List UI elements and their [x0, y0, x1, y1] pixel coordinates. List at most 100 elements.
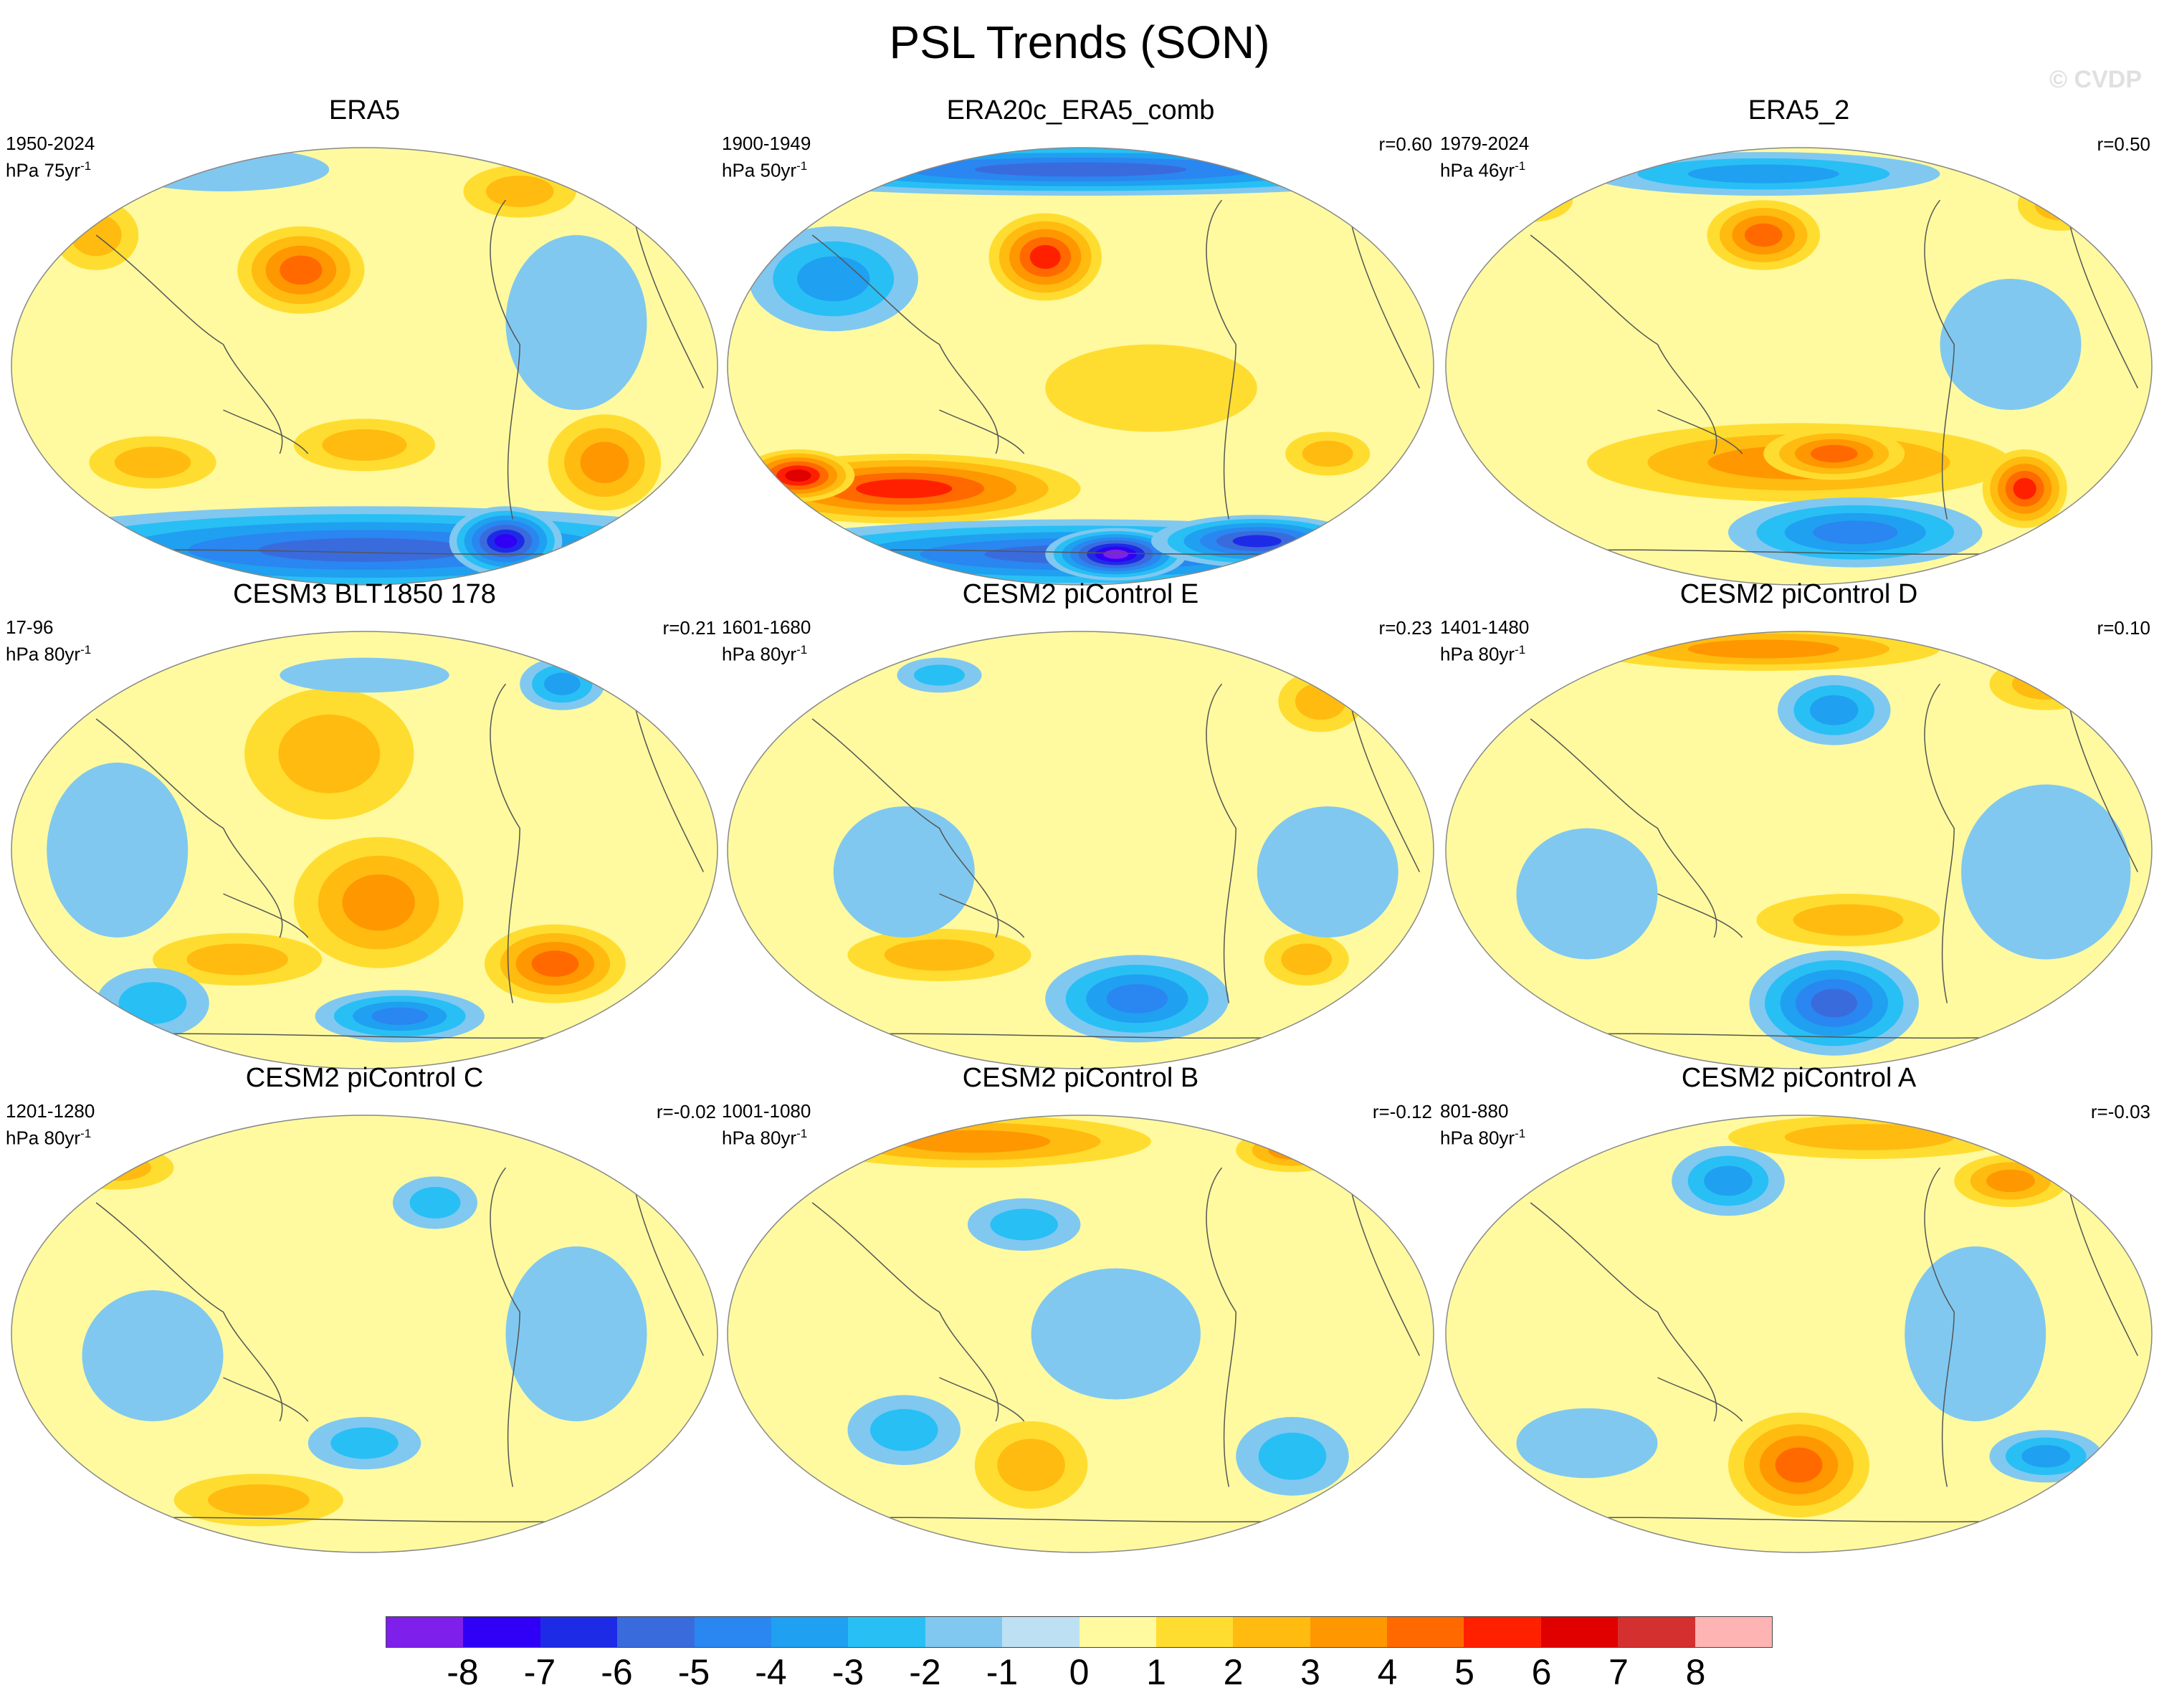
colorbar-tick-label: -3 — [831, 1652, 864, 1692]
trend-contour — [869, 1408, 938, 1451]
trend-contour — [2011, 668, 2080, 700]
trend-contour — [1268, 1140, 1317, 1160]
panel-period-info: 1900-1949 hPa 50yr-1 — [722, 132, 811, 182]
colorbar-cell — [1540, 1617, 1619, 1647]
period-years: 1401-1480 — [1440, 616, 1530, 638]
colorbar-cell — [1155, 1617, 1234, 1647]
panel-title: CESM2 piControl A — [1681, 1063, 1917, 1093]
trend-contour — [974, 162, 1187, 177]
trend-region — [2017, 178, 2103, 231]
world-map — [1445, 147, 2153, 586]
trend-region — [1031, 1268, 1201, 1400]
colorbar-cell — [694, 1617, 771, 1647]
watermark-text: © CVDP — [2049, 66, 2142, 93]
trend-contour — [322, 429, 407, 461]
coastlines — [763, 1167, 1420, 1523]
pattern-correlation: r=0.50 — [2097, 133, 2150, 155]
colorbar-cell — [1002, 1617, 1080, 1647]
panel-title: CESM2 piControl B — [962, 1063, 1199, 1093]
trend-units: hPa 80yr-1 — [722, 1127, 808, 1149]
pattern-correlation: r=0.60 — [1378, 133, 1432, 155]
trend-contour — [1232, 535, 1282, 548]
trend-contour — [1811, 988, 1857, 1018]
coastlines — [1481, 1167, 2138, 1523]
trend-contour — [330, 1427, 399, 1459]
world-map — [1445, 1115, 2153, 1553]
trend-units: hPa 46yr-1 — [1440, 159, 1526, 181]
map-outline — [11, 1115, 718, 1553]
trend-contour — [1505, 186, 1556, 214]
world-map — [11, 1115, 718, 1553]
colorbar-cell — [540, 1617, 618, 1647]
coastlines — [763, 199, 1420, 555]
colorbar-cell — [1310, 1617, 1388, 1647]
coastlines — [47, 199, 704, 555]
panel-title: ERA20c_ERA5_comb — [946, 95, 1215, 125]
colorbar-cell — [386, 1617, 464, 1647]
trend-contour — [409, 1187, 461, 1218]
coastlines — [1481, 199, 2138, 555]
trend-units: hPa 80yr-1 — [6, 1127, 92, 1149]
trend-contour — [785, 469, 811, 482]
colorbar-tick-label: 4 — [1377, 1652, 1398, 1692]
figure-title: PSL Trends (SON) — [889, 16, 1270, 68]
trend-region — [505, 235, 647, 410]
pattern-correlation: r=0.10 — [2097, 617, 2150, 639]
colorbar-tick-label: 7 — [1608, 1652, 1629, 1692]
trend-region — [280, 657, 449, 693]
pattern-correlation: r=0.21 — [662, 617, 716, 639]
trend-contour — [2034, 189, 2086, 221]
colorbar-cell — [1079, 1617, 1156, 1647]
colorbar-tick-label: 8 — [1685, 1652, 1706, 1692]
trend-contour — [186, 943, 289, 975]
trend-contour — [1281, 943, 1333, 975]
coastlines — [47, 1167, 704, 1523]
coastlines — [1481, 683, 2138, 1039]
trend-region — [82, 1290, 224, 1421]
trend-units: hPa 80yr-1 — [1440, 643, 1526, 665]
trend-contour — [1704, 1165, 1753, 1196]
pattern-correlation: r=0.23 — [1378, 617, 1432, 639]
trend-contour — [1252, 1135, 1333, 1166]
trend-region — [1989, 657, 2103, 710]
trend-contour — [494, 534, 518, 548]
colorbar-tick-label: 0 — [1069, 1652, 1090, 1692]
colorbar-cell — [771, 1617, 849, 1647]
coastlines — [763, 683, 1420, 1039]
trend-contour — [997, 1439, 1065, 1492]
map-outline — [1445, 147, 2153, 586]
trend-region — [1488, 178, 1573, 222]
trend-contour — [1809, 695, 1859, 725]
world-map — [1445, 631, 2153, 1069]
trend-contour — [258, 538, 471, 562]
panel-period-info: 1601-1680 hPa 80yr-1 — [722, 616, 811, 666]
trend-contour — [1106, 984, 1168, 1013]
colorbar-cell — [1695, 1617, 1773, 1647]
period-years: 17-96 — [6, 616, 54, 638]
trend-contour — [114, 447, 191, 479]
trend-contour — [1775, 1447, 1823, 1483]
world-map — [11, 147, 718, 586]
trend-contour — [207, 1484, 310, 1516]
trend-region — [1940, 279, 2082, 410]
panel-period-info: 17-96 hPa 80yr-1 — [6, 616, 91, 666]
world-map — [727, 1115, 1434, 1553]
trend-contour — [1295, 682, 1346, 720]
trend-region — [833, 806, 975, 938]
trend-region — [117, 148, 330, 191]
map-panel: CESM2 piControl A 801-880 hPa 80yr-1 r=-0.0… — [1439, 1061, 2159, 1584]
trend-contour — [1103, 549, 1129, 559]
trend-contour — [342, 874, 415, 931]
panel-period-info: 801-880 hPa 80yr-1 — [1440, 1099, 1525, 1150]
panel-title: CESM2 piControl C — [245, 1063, 484, 1093]
colorbar-cell — [925, 1617, 1003, 1647]
panel-period-info: 1401-1480 hPa 80yr-1 — [1440, 616, 1529, 666]
map-panel: CESM3 BLT1850 178 17-96 hPa 80yr-1 r=0.21 — [4, 577, 725, 1100]
trend-contour — [1258, 1432, 1327, 1480]
trend-contour — [1986, 1169, 2035, 1193]
colorbar-tick-label: 5 — [1454, 1652, 1474, 1692]
trend-contour — [2021, 1445, 2071, 1468]
panel-title: CESM3 BLT1850 178 — [233, 579, 496, 609]
map-panel: CESM2 piControl D 1401-1480 hPa 80yr-1 r=0.… — [1439, 577, 2159, 1100]
period-years: 1201-1280 — [6, 1100, 95, 1122]
